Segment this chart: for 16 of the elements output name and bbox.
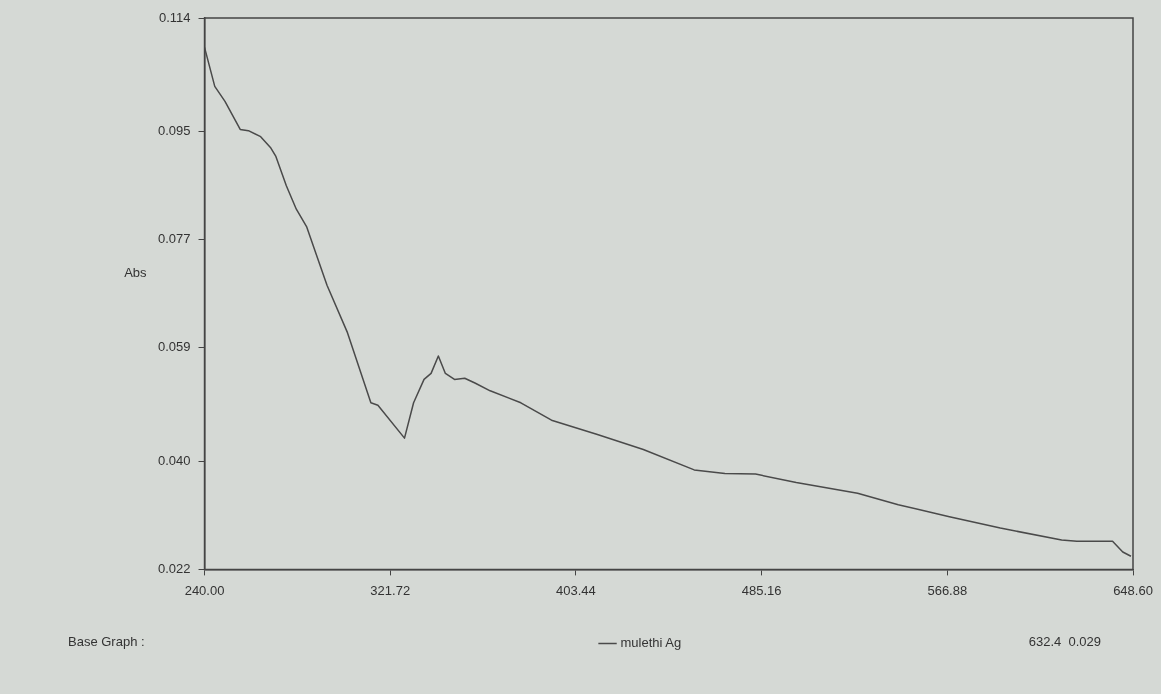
y-axis-title: Abs <box>124 265 148 281</box>
x-tick-label: 403.44 <box>556 582 596 598</box>
legend-label: mulethi Ag <box>620 635 682 651</box>
x-tick-label: 566.88 <box>927 582 968 598</box>
x-tick-label: 485.16 <box>741 582 782 598</box>
x-tick-label: 321.72 <box>370 582 411 598</box>
text: Base Graph : <box>68 634 145 649</box>
y-tick-label: 0.022 <box>157 560 191 576</box>
y-tick-label: 0.095 <box>157 123 191 139</box>
y-tick-label: 0.077 <box>157 231 191 247</box>
x-tick-label: 648.60 <box>1113 582 1153 598</box>
y-tick-label: 0.114 <box>158 9 191 25</box>
y-tick-label: 0.059 <box>157 339 191 355</box>
y-tick-label: 0.040 <box>157 453 191 469</box>
x-tick-label: 240.00 <box>184 582 225 598</box>
text: 632.4 0.029 <box>1028 634 1101 649</box>
